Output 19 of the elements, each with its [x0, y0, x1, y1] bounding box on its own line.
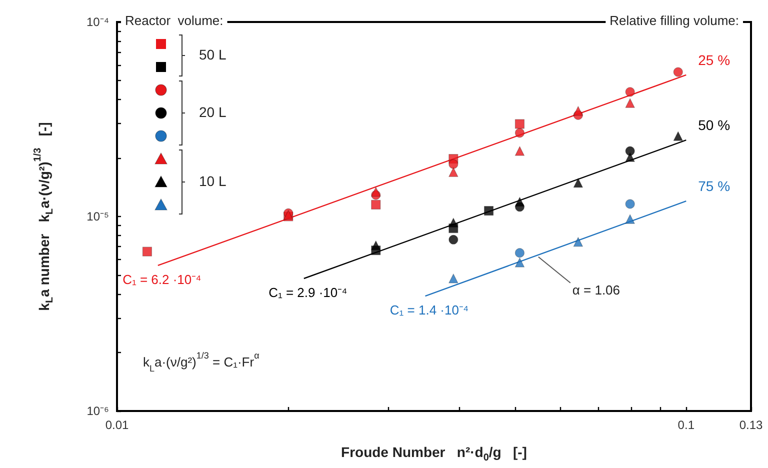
series-label: 25 % [698, 52, 730, 68]
annotation: Relative filling volume: [610, 13, 740, 28]
x-tick-label: 0.01 [105, 418, 129, 432]
y-tick-label: 10⁻⁴ [86, 15, 109, 29]
annotation: C₁ = 2.9 ·10⁻⁴ [268, 285, 348, 300]
y-tick-label: 10⁻⁵ [86, 210, 110, 224]
x-tick-label: 0.1 [678, 418, 695, 432]
series-label: 75 % [698, 178, 730, 194]
annotation: C₁ = 1.4 ·10⁻⁴ [390, 302, 469, 318]
annotation: C₁ = 6.2 ·10⁻⁴ [122, 272, 202, 287]
annotation: 50 L [199, 46, 226, 62]
annotation: α = 1.06 [572, 282, 620, 298]
annotation: 20 L [199, 104, 226, 120]
annotation: 10 L [199, 173, 226, 189]
series-label: 50 % [698, 117, 730, 134]
x-tick-label: 0.13 [739, 418, 763, 432]
legend-title: Reactor volume: [125, 13, 224, 28]
y-tick-label: 10⁻⁶ [86, 404, 110, 418]
y-axis-title: kLa number kLa·(ν/g²)1/3 [-] [32, 122, 56, 311]
